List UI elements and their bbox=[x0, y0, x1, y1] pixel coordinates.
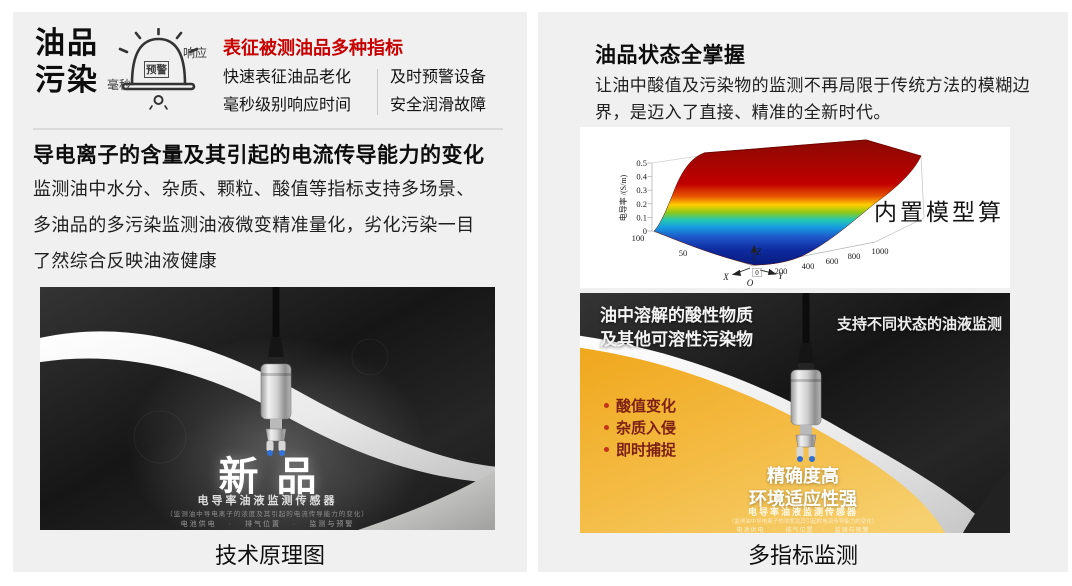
feature-col1: 快速表征油品老化 毫秒级别响应时间 bbox=[223, 64, 365, 120]
paragraph-line: 监测油中水分、杂质、颗粒、酸值等指标支持多场景、 bbox=[33, 179, 475, 199]
vertical-divider bbox=[377, 69, 378, 115]
axis-letter-origin: O bbox=[747, 278, 754, 288]
left-caption: 技术原理图 bbox=[214, 543, 325, 568]
scene-bullet-list: 酸值变化 杂质入侵 即时捕捉 bbox=[604, 394, 676, 460]
red-heading: 表征被测油品多种指标 bbox=[223, 38, 403, 58]
horizontal-divider bbox=[33, 128, 503, 130]
product-name: 电导率油液监测传感器 bbox=[197, 495, 338, 507]
bullet-item: 酸值变化 bbox=[604, 394, 676, 416]
feature-list: 快速表征油品老化 毫秒级别响应时间 及时预警设备 安全润滑故障 bbox=[223, 64, 486, 120]
dot-separator: · bbox=[822, 526, 826, 533]
right-panel: 油品状态全掌握 让油中酸值及污染物的监测不再局限于传统方法的模糊边 界，是迈入了… bbox=[538, 12, 1068, 572]
y-tick: 800 bbox=[848, 251, 861, 261]
scene-topleft-line2: 及其他可溶性污染物 bbox=[600, 330, 753, 349]
scene-topright-text: 支持不同状态的油液监测 bbox=[837, 316, 1003, 333]
icon-label-milliseconds: 毫秒 bbox=[107, 78, 132, 92]
footer-item: 监测与预警 bbox=[309, 521, 355, 528]
product-photo-dark: 新品 电导率油液监测传感器 （监测油中导电离子的浓度及其引起的电流传导能力的变化… bbox=[40, 287, 495, 530]
bullet-dot-icon bbox=[604, 402, 609, 408]
y-tick: 600 bbox=[826, 256, 839, 266]
feature-item: 及时预警设备 bbox=[390, 69, 487, 86]
bullet-label: 酸值变化 bbox=[616, 397, 677, 415]
scene-photo-background bbox=[580, 293, 1010, 533]
footer-item: 电池供电 bbox=[736, 528, 765, 533]
new-product-badge: 新品 bbox=[218, 455, 335, 499]
z-tick: 0.5 bbox=[636, 158, 647, 168]
product-photo-background bbox=[40, 287, 495, 530]
y-tick: 1000 bbox=[872, 246, 889, 256]
bullet-dot-icon bbox=[604, 424, 609, 430]
scene-highlight-line2: 环境适应性强 bbox=[749, 489, 857, 509]
footer-item: 排气位置 bbox=[245, 521, 281, 528]
paragraph-line: 让油中酸值及污染物的监测不再局限于传统方法的模糊边 bbox=[595, 76, 1030, 95]
product-note: （监测油中导电离子的浓度及其引起的电流传导能力的变化） bbox=[166, 511, 369, 518]
feature-item: 毫秒级别响应时间 bbox=[223, 97, 352, 114]
paragraph-line: 了然综合反映油液健康 bbox=[33, 251, 217, 271]
dot-separator: · bbox=[228, 520, 233, 528]
axis-letter-z: Z bbox=[756, 247, 762, 257]
paragraph-line: 界，是迈入了直接、精准的全新时代。 bbox=[595, 103, 891, 122]
bullet-dot-icon bbox=[604, 446, 609, 452]
section-paragraph: 监测油中水分、杂质、颗粒、酸值等指标支持多场景、 多油品的多污染监测油液微变精准… bbox=[33, 171, 513, 279]
x-tick: 100 bbox=[632, 233, 645, 243]
alarm-siren-icon: 毫秒 预警 响应 bbox=[105, 27, 217, 120]
product-footer: 电池供电 · 排气位置 · 监测与预警 bbox=[40, 519, 495, 529]
axis-letter-y: Y bbox=[778, 271, 784, 281]
scene-highlight-line1: 精确度高 bbox=[767, 466, 839, 486]
scene-product-note: （监测油中导电离子的浓度及其引起的电流传导能力的变化） bbox=[728, 519, 878, 525]
bullet-label: 即时捕捉 bbox=[616, 441, 677, 459]
siren-glyph bbox=[118, 27, 199, 110]
scene-topleft-text: 油中溶解的酸性物质 及其他可溶性污染物 bbox=[600, 304, 753, 352]
dot-separator: · bbox=[293, 520, 298, 528]
z-tick: 0 bbox=[643, 226, 647, 236]
footer-item: 排气位置 bbox=[785, 528, 814, 533]
feature-item: 安全润滑故障 bbox=[390, 97, 487, 114]
paragraph-line: 多油品的多污染监测油液微变精准量化，劣化污染一目 bbox=[33, 215, 475, 235]
right-heading: 油品状态全掌握 bbox=[595, 44, 746, 67]
scene-product-name: 电导率油液监测传感器 bbox=[747, 507, 858, 517]
z-tick: 0.2 bbox=[636, 199, 647, 209]
scene-highlight-text: 精确度高 环境适应性强 bbox=[698, 465, 908, 511]
section-heading: 导电离子的含量及其引起的电流传导能力的变化 bbox=[33, 144, 485, 167]
feature-col2: 及时预警设备 安全润滑故障 bbox=[390, 64, 486, 120]
surface-chart-plot: 0.5 0.4 0.3 0.2 0.1 0 电导率 /(S/m) 100 50 … bbox=[618, 139, 925, 288]
chart-caption: 内置模型算 bbox=[874, 199, 1004, 225]
z-axis-label: 电导率 /(S/m) bbox=[618, 174, 628, 221]
icon-label-warning: 预警 bbox=[144, 61, 169, 78]
dot-separator: · bbox=[773, 526, 777, 533]
scene-product-footer: 电池供电 · 排气位置 · 监测与预警 bbox=[668, 525, 938, 534]
scene-topleft-line1: 油中溶解的酸性物质 bbox=[600, 306, 753, 325]
bullet-item: 即时捕捉 bbox=[604, 438, 676, 460]
feature-item: 快速表征油品老化 bbox=[223, 69, 352, 86]
y-tick: 400 bbox=[802, 261, 815, 271]
x-tick: 50 bbox=[679, 248, 688, 258]
scene-photo-yellow: 油中溶解的酸性物质 及其他可溶性污染物 支持不同状态的油液监测 酸值变化 杂质入… bbox=[580, 293, 1010, 533]
page-title-line2: 污染 bbox=[35, 64, 99, 97]
z-tick: 0.1 bbox=[636, 212, 647, 222]
bullet-item: 杂质入侵 bbox=[604, 416, 676, 438]
footer-item: 电池供电 bbox=[180, 521, 217, 528]
left-panel: 油品 污染 毫秒 预警 响应 bbox=[13, 12, 527, 572]
bullet-label: 杂质入侵 bbox=[616, 419, 677, 437]
z-tick: 0.4 bbox=[636, 172, 647, 182]
y-tick: 200 bbox=[775, 266, 788, 276]
z-tick: 0.3 bbox=[636, 185, 647, 195]
axis-letter-x: X bbox=[722, 272, 729, 282]
page-title-line1: 油品 bbox=[35, 27, 99, 60]
page-title: 油品 污染 bbox=[35, 25, 99, 99]
footer-item: 监测与预警 bbox=[834, 528, 870, 533]
icon-label-response: 响应 bbox=[183, 46, 208, 60]
right-caption: 多指标监测 bbox=[747, 543, 858, 568]
origin-zero: 0 bbox=[755, 269, 759, 277]
right-paragraph: 让油中酸值及污染物的监测不再局限于传统方法的模糊边 界，是迈入了直接、精准的全新… bbox=[595, 72, 1035, 126]
surface-chart: 0.5 0.4 0.3 0.2 0.1 0 电导率 /(S/m) 100 50 … bbox=[580, 127, 1010, 288]
